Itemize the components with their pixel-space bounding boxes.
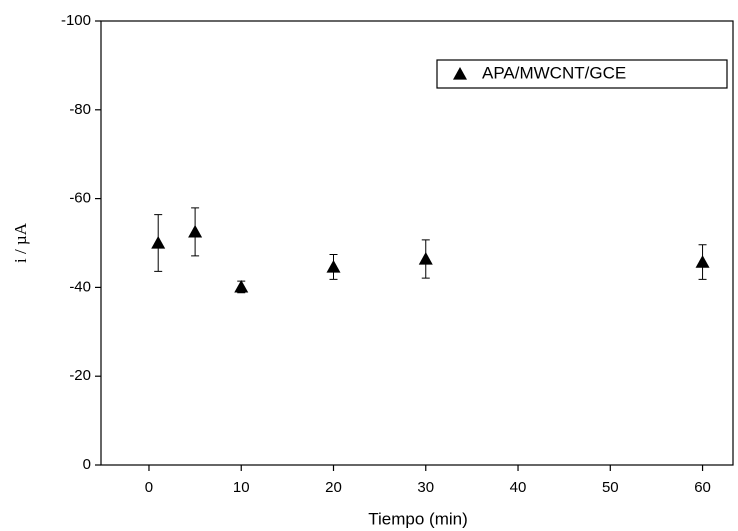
x-tick-label: 60: [694, 479, 711, 496]
x-tick-label: 30: [417, 479, 434, 496]
marker: [188, 224, 203, 238]
legend-marker: [453, 67, 467, 80]
legend-label: APA/MWCNT/GCE: [482, 63, 626, 82]
x-tick-label: 0: [145, 479, 153, 496]
marker: [151, 236, 166, 249]
y-tick-label: -100: [61, 12, 91, 29]
y-tick-label: -20: [69, 367, 91, 384]
y-tick-label: -80: [69, 101, 91, 118]
x-tick-label: 20: [325, 479, 342, 496]
x-tick-label: 50: [602, 479, 619, 496]
x-tick-label: 10: [233, 479, 250, 496]
marker: [234, 279, 249, 293]
marker: [418, 251, 433, 265]
legend-box: [436, 59, 728, 89]
marker: [695, 255, 710, 268]
x-axis-title: Tiempo (min): [368, 509, 468, 528]
plot-frame: [100, 20, 734, 466]
marker: [326, 259, 341, 273]
y-tick-label: -40: [69, 278, 91, 295]
y-tick-label: 0: [83, 456, 91, 473]
y-tick-label: -60: [69, 190, 91, 207]
y-axis-title: i / µA: [11, 222, 30, 263]
x-tick-label: 40: [510, 479, 527, 496]
